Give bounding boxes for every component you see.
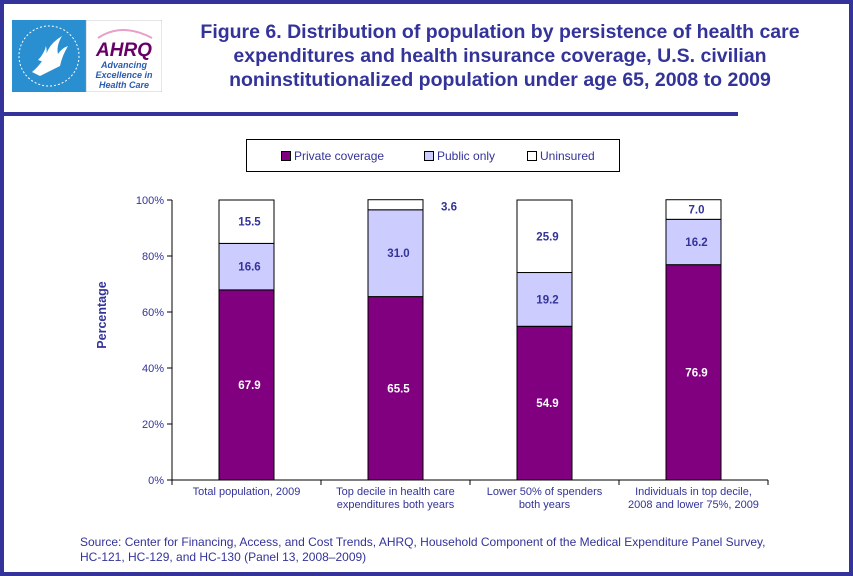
data-label: 16.6 bbox=[238, 262, 260, 274]
x-category-label: Top decile in health care expenditures bo… bbox=[328, 486, 464, 512]
legend-swatch-private bbox=[281, 151, 291, 161]
ahrq-panel bbox=[85, 20, 162, 92]
x-category-label-line: both years bbox=[518, 499, 571, 511]
bar-segment-public-only bbox=[218, 242, 275, 291]
data-label: 76.9 bbox=[685, 367, 707, 379]
ahrq-brand: AHRQ bbox=[95, 40, 152, 61]
ahrq-logo: AHRQ Advancing Excellence in Health Care bbox=[12, 20, 162, 92]
bar-segment-public-only bbox=[665, 218, 722, 266]
bar-segment-private-coverage bbox=[367, 296, 424, 481]
legend-label-private: Private coverage bbox=[294, 149, 385, 163]
data-label: 31.0 bbox=[387, 248, 409, 260]
data-label: 3.6 bbox=[441, 202, 457, 214]
x-category-label-line: expenditures both years bbox=[336, 499, 455, 511]
y-tick-label: 60% bbox=[142, 307, 164, 319]
data-label: 65.5 bbox=[387, 383, 410, 395]
data-label: 54.9 bbox=[536, 398, 558, 410]
data-label: 25.9 bbox=[536, 231, 558, 243]
header-divider bbox=[4, 112, 738, 116]
y-tick-label: 0% bbox=[148, 475, 164, 487]
source-note: Source: Center for Financing, Access, an… bbox=[80, 535, 780, 565]
hhs-seal-icon bbox=[18, 25, 80, 87]
y-tick-label: 80% bbox=[142, 251, 164, 263]
source-line-1: Source: Center for Financing, Access, an… bbox=[80, 535, 766, 549]
ahrq-tagline-1: Advancing bbox=[100, 60, 148, 70]
bar-segment-uninsured bbox=[218, 199, 275, 244]
x-category-label-line: Total population, 2009 bbox=[192, 486, 301, 498]
x-category-label-line: Lower 50% of spenders bbox=[486, 486, 603, 498]
title-line-2: expenditures and health insurance covera… bbox=[233, 45, 767, 67]
data-label: 16.2 bbox=[685, 237, 707, 249]
source-line-2: HC-121, HC-129, and HC-130 (Panel 13, 20… bbox=[80, 550, 367, 564]
x-category-label: Individuals in top decile, 2008 and lower… bbox=[626, 486, 762, 512]
bar-segment-public-only bbox=[516, 272, 573, 327]
y-tick-label: 20% bbox=[142, 419, 164, 431]
legend-label-public: Public only bbox=[437, 149, 496, 163]
ahrq-tagline-3: Health Care bbox=[99, 80, 149, 90]
x-category-label-line: Individuals in top decile, bbox=[635, 486, 752, 498]
ahrq-arc bbox=[97, 29, 153, 39]
x-category-label-line: Top decile in health care bbox=[336, 486, 455, 498]
bar-segment-uninsured bbox=[516, 199, 573, 274]
bar-segment-uninsured bbox=[367, 199, 424, 211]
legend-swatch-uninsured bbox=[527, 151, 537, 161]
legend-item-uninsured: Uninsured bbox=[527, 149, 595, 163]
x-category-label: Total population, 2009 bbox=[179, 486, 315, 499]
data-label: 67.9 bbox=[238, 380, 260, 392]
bar-segment-private-coverage bbox=[665, 264, 722, 481]
chart-legend: Private coverage Public only Uninsured bbox=[246, 139, 620, 172]
ahrq-tagline-2: Excellence in bbox=[95, 70, 153, 80]
legend-item-private: Private coverage bbox=[281, 149, 384, 163]
data-label: 19.2 bbox=[536, 294, 558, 306]
legend-item-public: Public only bbox=[424, 149, 495, 163]
title-line-3: noninstitutionalized population under ag… bbox=[229, 69, 771, 91]
x-category-label-line: 2008 and lower 75%, 2009 bbox=[628, 499, 759, 511]
figure-title: Figure 6. Distribution of population by … bbox=[180, 20, 820, 92]
x-category-label: Lower 50% of spenders both years bbox=[477, 486, 613, 512]
legend-label-uninsured: Uninsured bbox=[540, 149, 595, 163]
y-tick-label: 100% bbox=[136, 195, 164, 207]
legend-swatch-public bbox=[424, 151, 434, 161]
title-line-1: Figure 6. Distribution of population by … bbox=[200, 21, 800, 43]
data-label: 15.5 bbox=[238, 217, 261, 229]
y-tick-label: 40% bbox=[142, 363, 164, 375]
data-label: 7.0 bbox=[689, 205, 705, 217]
bar-segment-uninsured bbox=[665, 199, 722, 220]
